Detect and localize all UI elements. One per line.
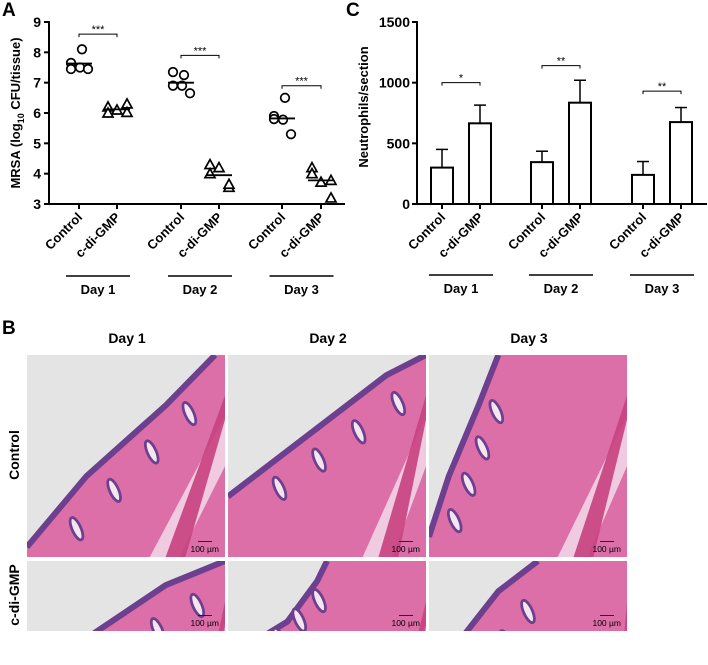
y-tick-label: 4 (33, 166, 41, 182)
data-point-triangle (305, 166, 319, 179)
data-point-circle (74, 62, 86, 73)
y-tick-label: 0 (402, 196, 410, 212)
significance-label: *** (92, 24, 106, 36)
data-point-circle (76, 44, 88, 55)
y-tick-label: 6 (33, 105, 41, 121)
bar (568, 101, 592, 205)
histology-image: 100 µm (228, 561, 426, 631)
data-point-triangle (222, 177, 236, 190)
y-tick-label: 3 (33, 196, 41, 212)
scale-bar-line (398, 540, 413, 542)
y-tick-label: 7 (33, 75, 41, 91)
significance-label: * (459, 73, 464, 85)
data-point-circle (279, 92, 291, 103)
y-tick-label: 500 (387, 135, 411, 151)
panel-a-letter: A (2, 0, 16, 21)
data-point-circle (65, 63, 77, 75)
bar (430, 166, 454, 206)
significance-label: ** (557, 56, 566, 68)
bar (669, 121, 693, 205)
scale-bar-label: 100 µm (391, 618, 420, 628)
group-label: Day 1 (81, 282, 116, 297)
histology-image: 100 µm (429, 355, 627, 557)
histology-image: 100 µm (429, 561, 627, 631)
group-label: Day 2 (183, 282, 218, 297)
histology-image: 100 µm (27, 561, 225, 631)
column-header: Day 3 (510, 330, 548, 346)
data-point-circle (184, 88, 196, 99)
data-point-circle (277, 114, 289, 125)
y-axis-label: Neutrophils/section (356, 46, 371, 167)
bar (631, 173, 655, 206)
column-header: Day 1 (108, 330, 146, 346)
row-header: Control (6, 430, 22, 480)
histology-image: 100 µm (228, 355, 426, 557)
scale-bar-label: 100 µm (592, 618, 621, 628)
scale-bar: 100 µm (391, 614, 420, 628)
scale-bar-label: 100 µm (190, 618, 219, 628)
data-point-triangle (314, 175, 328, 188)
data-point-triangle (101, 106, 115, 118)
scale-bar-line (197, 540, 212, 542)
histology-image: 100 µm (27, 355, 225, 557)
y-axis-label: MRSA (log10 CFU/tissue) (8, 37, 26, 188)
panel-b-letter: B (2, 318, 16, 339)
group-label: Day 3 (284, 282, 319, 297)
data-point-circle (167, 66, 179, 78)
scale-bar: 100 µm (391, 540, 420, 554)
data-point-triangle (120, 105, 134, 118)
data-point-triangle (212, 160, 226, 173)
scale-bar-label: 100 µm (391, 544, 420, 554)
panel-c-letter: C (346, 0, 360, 21)
bar (530, 161, 554, 205)
row-header: c-di-GMP (6, 564, 22, 626)
y-tick-label: 1000 (379, 75, 410, 91)
y-tick-label: 8 (33, 44, 41, 60)
scale-bar-line (599, 540, 614, 542)
data-point-triangle (324, 191, 338, 203)
significance-label: ** (658, 81, 667, 93)
column-header: Day 2 (309, 330, 347, 346)
significance-label: *** (295, 76, 309, 88)
panel-c-bar-chart: 050010001500Neutrophils/sectionControlc-… (356, 14, 707, 296)
y-tick-label: 9 (33, 14, 41, 30)
scale-bar: 100 µm (190, 614, 219, 628)
group-label: Day 2 (544, 281, 579, 296)
data-point-triangle (203, 166, 217, 179)
scale-bar: 100 µm (190, 540, 219, 554)
bar (468, 122, 492, 205)
scale-bar-line (599, 614, 614, 616)
scale-bar-line (398, 614, 413, 616)
significance-label: *** (194, 45, 208, 57)
data-point-circle (82, 63, 94, 75)
scale-bar-label: 100 µm (592, 544, 621, 554)
group-label: Day 1 (444, 281, 479, 296)
scale-bar: 100 µm (592, 540, 621, 554)
scale-bar: 100 µm (592, 614, 621, 628)
y-tick-label: 1500 (379, 14, 410, 30)
data-point-circle (178, 69, 190, 81)
scale-bar-label: 100 µm (190, 544, 219, 554)
y-tick-label: 5 (33, 135, 41, 151)
data-point-circle (285, 129, 297, 140)
scale-bar-line (197, 614, 212, 616)
group-label: Day 3 (645, 281, 680, 296)
panel-a-axes: 3 4 5 6 7 8 9 (33, 14, 345, 212)
